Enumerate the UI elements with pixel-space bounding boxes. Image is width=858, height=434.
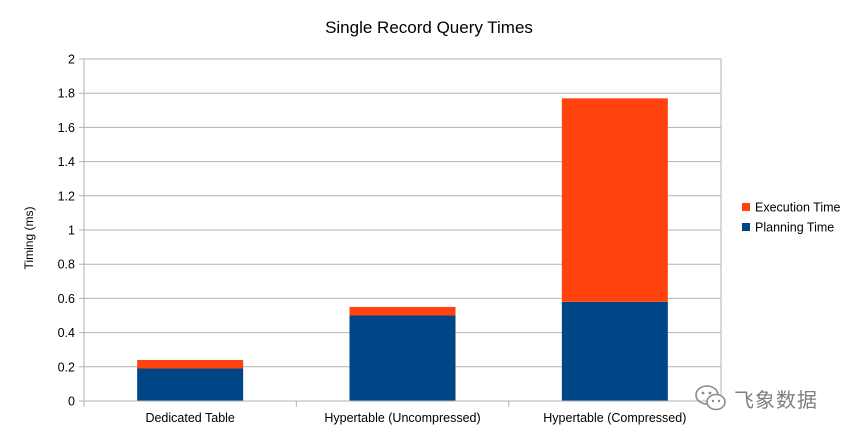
x-category-label: Dedicated Table bbox=[145, 411, 234, 425]
bar-planning-time bbox=[349, 315, 456, 401]
y-tick-label: 1.6 bbox=[58, 121, 75, 135]
x-category-label: Hypertable (Uncompressed) bbox=[324, 411, 480, 425]
bar-execution-time bbox=[137, 359, 244, 369]
legend-swatch bbox=[742, 223, 750, 231]
bar-planning-time bbox=[137, 368, 244, 401]
legend-label: Execution Time bbox=[755, 201, 841, 215]
chart-title: Single Record Query Times bbox=[325, 18, 533, 37]
y-axis-label: Timing (ms) bbox=[22, 207, 36, 270]
bars-layer bbox=[137, 98, 668, 401]
y-tick-label: 1.2 bbox=[58, 189, 75, 203]
watermark-text: 飞象数据 bbox=[734, 387, 818, 412]
y-tick-label: 0 bbox=[68, 395, 75, 409]
y-tick-label: 0.8 bbox=[58, 258, 75, 272]
legend-label: Planning Time bbox=[755, 221, 834, 235]
bar-execution-time bbox=[561, 98, 668, 302]
y-tick-label: 0.6 bbox=[58, 292, 75, 306]
y-tick-label: 0.2 bbox=[58, 360, 75, 374]
y-tick-label: 1.8 bbox=[58, 87, 75, 101]
bar-planning-time bbox=[561, 301, 668, 401]
wechat-icon bbox=[695, 385, 726, 411]
bar-execution-time bbox=[349, 306, 456, 316]
y-tick-label: 1 bbox=[68, 224, 75, 238]
axis-layer: 0 0.2 0.4 0.6 0.8 1 1.2 1.4 1.6 1.8 2 Dedicated Tab… bbox=[58, 53, 722, 425]
y-tick-label: 0.4 bbox=[58, 326, 75, 340]
x-category-label: Hypertable (Compressed) bbox=[543, 411, 686, 425]
legend-layer: Execution Time Planning Time bbox=[742, 201, 841, 235]
legend-swatch bbox=[742, 203, 750, 211]
y-tick-label: 2 bbox=[68, 53, 75, 67]
watermark: 飞象数据 bbox=[694, 380, 854, 416]
y-tick-label: 1.4 bbox=[58, 155, 75, 169]
